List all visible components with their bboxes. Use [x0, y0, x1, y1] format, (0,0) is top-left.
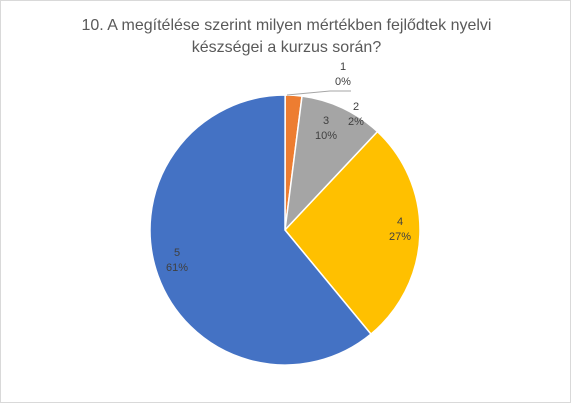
- slice-percent-label-5: 61%: [166, 262, 188, 274]
- pie-slice-3: [283, 95, 379, 233]
- pie-slice-5: [149, 94, 373, 366]
- chart-title-line-2: készségei a kurzus során?: [191, 39, 382, 56]
- slice-category-label-1: 1: [340, 61, 346, 73]
- slice-category-label-2: 2: [353, 101, 359, 113]
- slice-percent-label-4: 27%: [389, 231, 411, 243]
- slice-category-label-4: 4: [397, 216, 403, 228]
- slice-category-label-5: 5: [174, 247, 180, 259]
- slice-percent-label-1: 0%: [335, 76, 351, 88]
- chart-title-line-1: 10. A megítélése szerint milyen mértékbe…: [81, 17, 492, 34]
- leader-line-1: [286, 90, 351, 96]
- slice-percent-label-3: 10%: [315, 130, 337, 142]
- slice-percent-label-2: 2%: [348, 116, 364, 128]
- pie-slice-4: [284, 130, 421, 336]
- slice-category-label-3: 3: [323, 115, 329, 127]
- chart-title: 10. A megítélése szerint milyen mértékbe…: [41, 15, 532, 59]
